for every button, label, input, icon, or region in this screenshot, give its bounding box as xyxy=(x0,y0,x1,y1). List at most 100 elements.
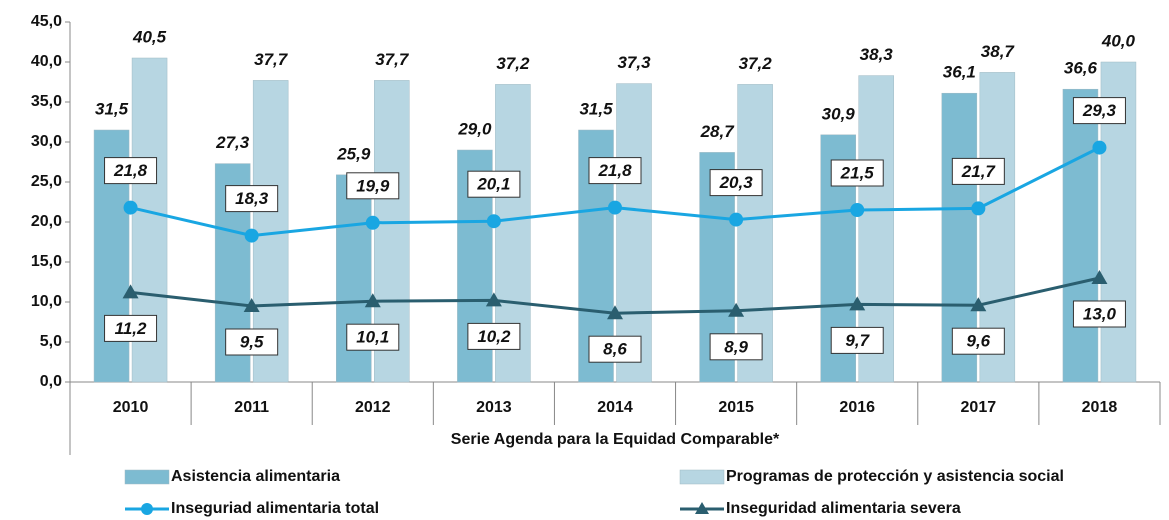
label-box xyxy=(346,323,400,351)
label-box xyxy=(104,157,158,185)
value-label: 9,7 xyxy=(845,331,870,350)
marker xyxy=(485,292,502,307)
label-box xyxy=(951,327,1005,355)
value-label: 37,3 xyxy=(617,53,651,72)
legend-label: Inseguriad alimentaria total xyxy=(171,500,379,517)
legend-marker xyxy=(695,502,709,514)
value-label: 37,7 xyxy=(375,50,410,69)
marker xyxy=(607,305,623,320)
marker xyxy=(850,203,865,217)
value-label: 20,1 xyxy=(476,175,510,194)
value-label: 8,9 xyxy=(724,337,748,356)
value-label: 29,0 xyxy=(457,119,492,138)
label-box xyxy=(588,335,642,363)
value-label: 8,6 xyxy=(603,340,627,359)
label-box xyxy=(951,157,1005,185)
y-tick-label: 0,0 xyxy=(40,373,62,390)
value-label: 18,3 xyxy=(235,189,269,208)
value-label: 29,3 xyxy=(1082,101,1117,120)
label-box xyxy=(225,185,279,213)
bar xyxy=(1062,88,1099,383)
value-label: 27,3 xyxy=(215,133,250,152)
y-tick-label: 10,0 xyxy=(31,293,62,310)
label-box xyxy=(104,314,158,342)
marker xyxy=(244,228,259,243)
marker xyxy=(1091,270,1108,284)
y-tick-label: 25,0 xyxy=(31,173,62,190)
marker xyxy=(486,214,501,229)
value-label: 28,7 xyxy=(700,122,736,141)
legend-marker xyxy=(141,503,153,515)
value-label: 10,2 xyxy=(477,327,511,346)
y-tick-label: 35,0 xyxy=(31,93,62,110)
value-label: 11,2 xyxy=(115,319,147,338)
value-label: 38,7 xyxy=(981,42,1016,61)
value-label: 21,8 xyxy=(113,161,148,180)
value-label: 9,5 xyxy=(240,332,264,351)
label-box xyxy=(346,172,400,200)
label-box xyxy=(1072,97,1126,125)
value-label: 40,0 xyxy=(1101,31,1136,50)
x-tick-label: 2016 xyxy=(839,399,875,416)
x-tick-label: 2011 xyxy=(234,399,269,416)
legend-label: Programas de protección y asistencia soc… xyxy=(726,468,1064,485)
value-label: 19,9 xyxy=(356,176,390,195)
value-label: 20,3 xyxy=(719,173,754,192)
label-box xyxy=(830,326,884,354)
bar xyxy=(616,83,652,383)
marker xyxy=(123,200,138,215)
y-tick-label: 5,0 xyxy=(40,333,62,350)
x-tick-label: 2013 xyxy=(476,399,512,416)
x-tick-label: 2018 xyxy=(1082,399,1118,416)
marker xyxy=(728,302,745,317)
value-label: 25,9 xyxy=(336,144,371,163)
y-tick-label: 20,0 xyxy=(31,213,62,230)
y-tick-label: 15,0 xyxy=(31,253,62,270)
value-label: 40,5 xyxy=(132,27,167,46)
value-label: 21,5 xyxy=(840,163,875,182)
label-box xyxy=(225,328,279,356)
y-tick-label: 40,0 xyxy=(31,53,62,70)
value-label: 38,3 xyxy=(860,45,894,64)
label-box xyxy=(588,157,642,185)
label-box xyxy=(709,333,763,361)
marker xyxy=(729,212,744,227)
bar xyxy=(336,174,372,383)
legend-swatch xyxy=(124,469,170,485)
value-label: 37,2 xyxy=(496,54,530,73)
value-label: 9,6 xyxy=(967,332,991,351)
marker xyxy=(1092,140,1107,155)
marker xyxy=(608,200,622,215)
marker xyxy=(364,293,381,308)
legend-label: Asistencia alimentaria xyxy=(171,468,340,485)
value-label: 30,9 xyxy=(822,104,856,123)
marker xyxy=(243,298,260,312)
marker xyxy=(971,201,986,216)
value-label: 36,6 xyxy=(1064,59,1098,78)
value-label: 36,1 xyxy=(943,63,976,82)
bar xyxy=(737,84,773,383)
marker xyxy=(970,297,987,312)
label-box xyxy=(830,159,884,187)
value-label: 37,2 xyxy=(739,54,773,73)
marker xyxy=(122,284,139,299)
x-axis-title: Serie Agenda para la Equidad Comparable* xyxy=(451,431,780,448)
x-tick-label: 2012 xyxy=(355,399,391,416)
value-label: 37,7 xyxy=(254,50,289,69)
marker xyxy=(365,215,380,230)
label-box xyxy=(467,322,521,350)
x-tick-label: 2017 xyxy=(961,399,997,416)
value-label: 21,7 xyxy=(961,162,997,181)
x-tick-label: 2015 xyxy=(718,399,754,416)
x-tick-label: 2010 xyxy=(113,399,149,416)
y-tick-label: 30,0 xyxy=(31,133,62,150)
value-label: 13,0 xyxy=(1083,304,1117,323)
value-label: 21,8 xyxy=(597,161,632,180)
label-box xyxy=(467,170,521,198)
marker xyxy=(849,296,866,311)
value-label: 31,5 xyxy=(95,99,129,118)
value-label: 31,5 xyxy=(579,99,613,118)
legend-label: Inseguridad alimentaria severa xyxy=(726,500,961,517)
x-tick-label: 2014 xyxy=(597,399,633,416)
